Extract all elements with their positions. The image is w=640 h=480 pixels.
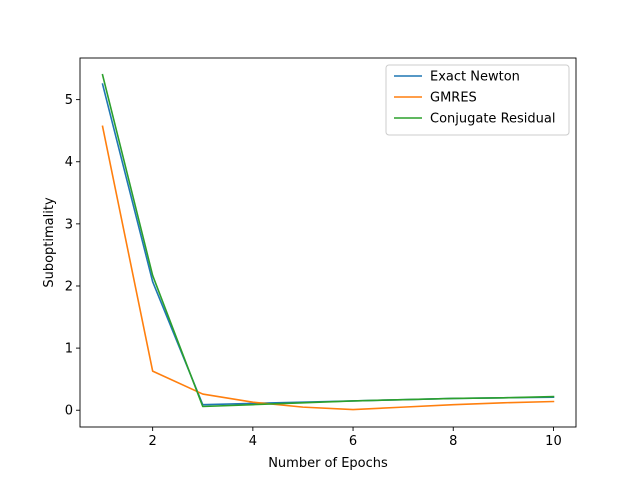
axes-frame [79, 57, 577, 428]
legend-label-1: GMRES [430, 91, 477, 106]
y-tick-label-1: 1 [65, 342, 73, 357]
axes-layer: 2 4 6 8 10 0 1 2 3 4 5 [65, 57, 577, 449]
x-tick-label-6: 6 [349, 434, 357, 449]
x-tick-label-4: 4 [249, 434, 257, 449]
legend-label-2: Conjugate Residual [430, 112, 555, 127]
series-line-1 [101, 125, 555, 411]
x-axis-label: Number of Epochs [268, 456, 388, 471]
y-axis-label: Suboptimality [42, 197, 57, 288]
y-tick-label-4: 4 [65, 155, 73, 170]
y-tick-label-2: 2 [65, 279, 73, 294]
x-tick-label-8: 8 [449, 434, 457, 449]
y-tick-label-5: 5 [65, 93, 73, 108]
y-tick-label-0: 0 [65, 404, 73, 419]
series-line-2 [101, 73, 555, 408]
x-tick-label-10: 10 [545, 434, 562, 449]
legend: Exact Newton GMRES Conjugate Residual [385, 64, 570, 136]
series-layer [101, 73, 555, 411]
legend-box [385, 64, 570, 136]
y-tick-label-3: 3 [65, 217, 73, 232]
x-tick-label-2: 2 [149, 434, 157, 449]
legend-label-0: Exact Newton [430, 70, 520, 85]
